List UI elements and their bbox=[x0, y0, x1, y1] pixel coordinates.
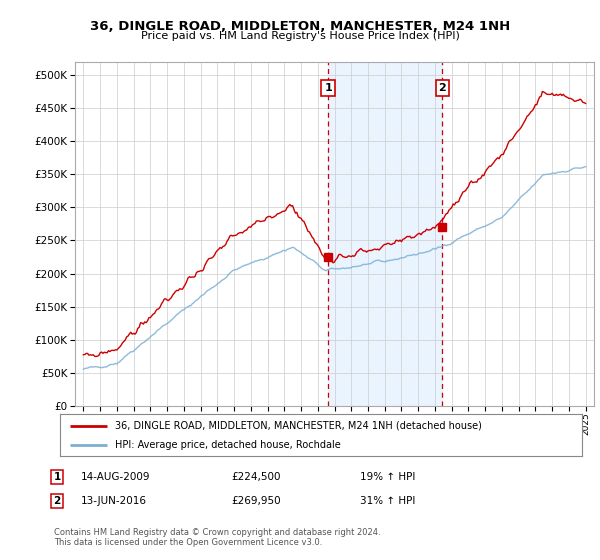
Text: Contains HM Land Registry data © Crown copyright and database right 2024.
This d: Contains HM Land Registry data © Crown c… bbox=[54, 528, 380, 547]
Text: HPI: Average price, detached house, Rochdale: HPI: Average price, detached house, Roch… bbox=[115, 440, 341, 450]
Text: 2: 2 bbox=[53, 496, 61, 506]
Text: £224,500: £224,500 bbox=[231, 472, 281, 482]
Bar bbox=[328, 62, 442, 406]
Text: 36, DINGLE ROAD, MIDDLETON, MANCHESTER, M24 1NH: 36, DINGLE ROAD, MIDDLETON, MANCHESTER, … bbox=[90, 20, 510, 32]
Text: 1: 1 bbox=[324, 83, 332, 93]
Text: 31% ↑ HPI: 31% ↑ HPI bbox=[360, 496, 415, 506]
Text: 2: 2 bbox=[439, 83, 446, 93]
Text: Price paid vs. HM Land Registry's House Price Index (HPI): Price paid vs. HM Land Registry's House … bbox=[140, 31, 460, 41]
Text: 13-JUN-2016: 13-JUN-2016 bbox=[81, 496, 147, 506]
Text: £269,950: £269,950 bbox=[231, 496, 281, 506]
Text: 36, DINGLE ROAD, MIDDLETON, MANCHESTER, M24 1NH (detached house): 36, DINGLE ROAD, MIDDLETON, MANCHESTER, … bbox=[115, 421, 482, 431]
Text: 14-AUG-2009: 14-AUG-2009 bbox=[81, 472, 151, 482]
Text: 1: 1 bbox=[53, 472, 61, 482]
Text: 19% ↑ HPI: 19% ↑ HPI bbox=[360, 472, 415, 482]
